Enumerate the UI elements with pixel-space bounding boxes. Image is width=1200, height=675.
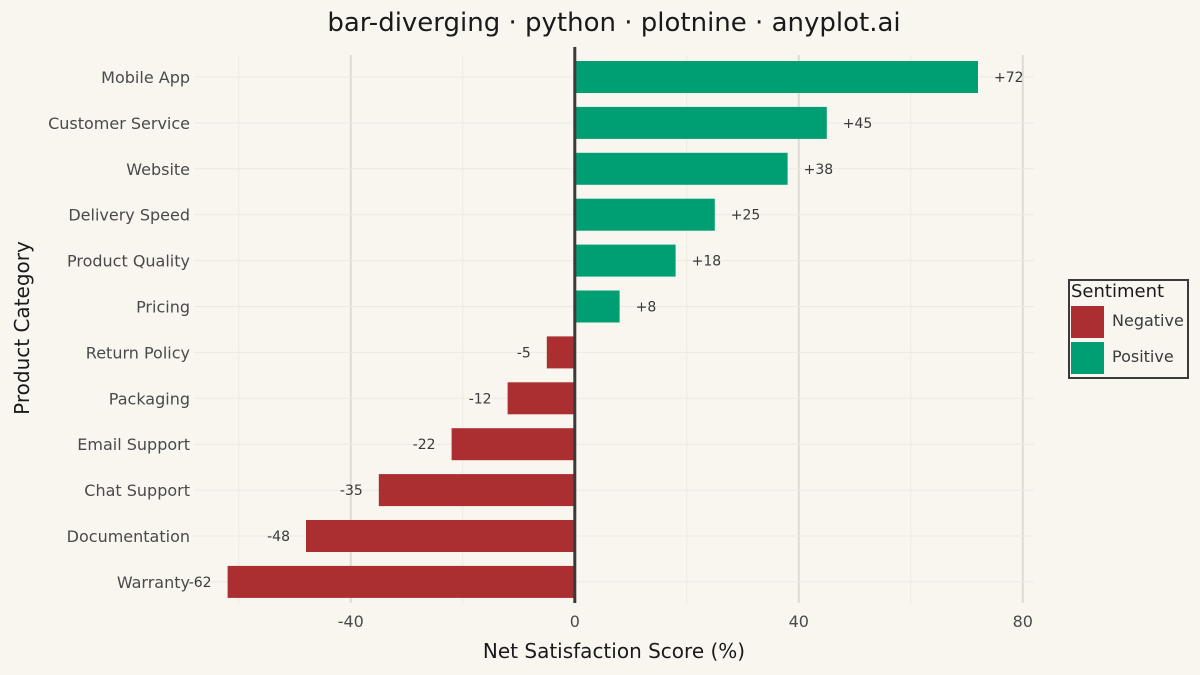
category-labels: Mobile App Customer Service Website Deliver… [48,68,190,592]
value-label: -22 [413,437,436,453]
category-label: Product Quality [67,252,190,271]
value-label: +18 [692,254,722,270]
value-label: +45 [843,116,873,132]
bar-email-support [451,428,575,461]
value-label: +72 [994,70,1024,86]
value-label: -35 [340,483,363,499]
y-axis-title: Product Category [10,241,34,415]
x-tick-label: 40 [789,612,809,631]
bar-delivery-speed [574,198,715,231]
x-tick-label: 80 [1013,612,1033,631]
category-label: Warranty [117,573,190,592]
bar-layer [227,61,978,598]
legend-swatch-positive [1071,342,1104,374]
x-tick-label: -40 [338,612,364,631]
category-label: Delivery Speed [68,206,190,225]
x-tick-label: 0 [570,612,580,631]
value-label: -48 [267,529,290,545]
bar-website [574,152,788,185]
category-label: Documentation [67,527,190,546]
bar-packaging [507,382,575,415]
bar-pricing [574,290,620,323]
value-label: +8 [636,300,657,316]
value-label: -62 [189,575,212,591]
category-label: Packaging [109,389,190,408]
legend-label-negative: Negative [1112,311,1184,330]
bar-warranty [227,565,575,598]
x-tick-labels: -40 0 40 80 [338,612,1033,631]
legend-label-positive: Positive [1112,347,1174,366]
bar-customer-service [574,106,827,139]
category-label: Pricing [136,298,190,317]
value-label: +38 [804,162,834,178]
legend-swatch-negative [1071,306,1104,338]
category-label: Email Support [77,435,190,454]
category-label: Chat Support [84,481,190,500]
bar-documentation [306,520,575,552]
legend-frame [1068,279,1189,379]
category-label: Mobile App [101,68,190,87]
category-label: Return Policy [86,343,190,362]
value-labels: +72 +45 +38 +25 +18 +8 -5 -12 -22 -35 -48 -62 [189,70,1024,591]
legend-title: Sentiment [1071,281,1164,302]
x-axis-title: Net Satisfaction Score (%) [483,639,745,663]
bar-chat-support [378,474,575,507]
bar-mobile-app [574,61,978,93]
category-label: Website [126,160,190,179]
value-label: -12 [469,391,492,407]
bar-return-policy [546,336,575,369]
category-label: Customer Service [48,114,190,133]
bar-product-quality [574,244,676,277]
legend: Sentiment Negative Positive [1068,279,1189,379]
value-label: +25 [731,208,761,224]
chart-title: bar-diverging · python · plotnine · anyp… [327,8,900,38]
value-label: -5 [517,345,531,361]
